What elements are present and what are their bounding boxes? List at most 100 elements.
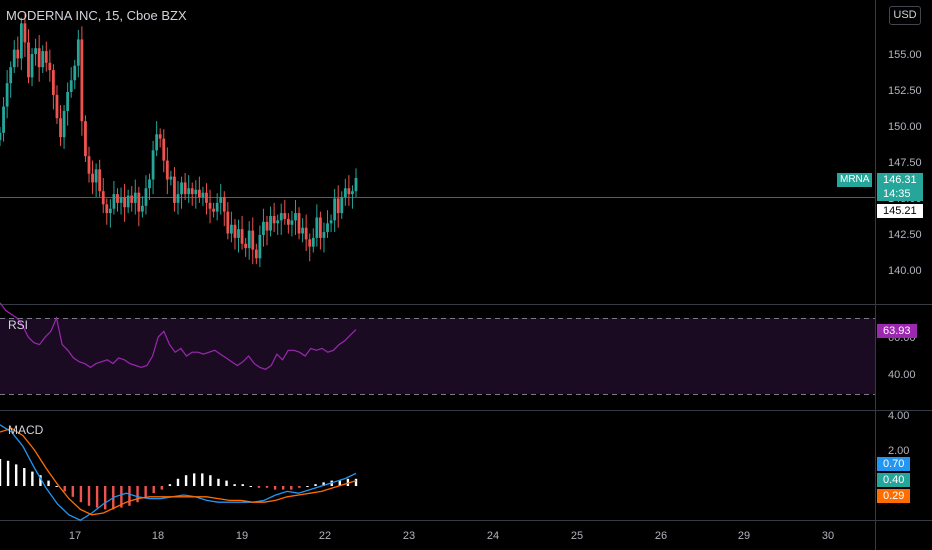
candle-body	[269, 216, 272, 231]
candle-body	[333, 198, 337, 221]
candle-body	[262, 221, 265, 235]
candle-body	[294, 213, 297, 221]
candle-body	[354, 177, 358, 192]
candle-body	[336, 198, 340, 214]
candle-body	[183, 182, 187, 195]
candle-body	[187, 188, 191, 195]
time-axis-tick: 22	[318, 530, 332, 542]
macd-histogram-bar	[144, 486, 147, 499]
candle-body	[205, 192, 208, 203]
macd-histogram-bar	[23, 468, 26, 486]
candle-body	[279, 213, 283, 221]
candle-body	[201, 192, 205, 198]
last-price-tag: 146.31 14:35	[877, 173, 923, 201]
rsi-axis-40: 40.00	[888, 369, 916, 381]
candle-body	[194, 189, 198, 195]
candle-body	[343, 188, 347, 198]
candle-body	[301, 227, 304, 234]
candle-body	[48, 62, 52, 71]
candle-body	[258, 234, 262, 259]
price-axis-tick: 150.00	[888, 121, 922, 133]
price-axis-tick: 142.50	[888, 229, 922, 241]
candle-body	[27, 42, 30, 78]
time-axis-tick: 25	[570, 530, 584, 542]
signal-line	[0, 427, 357, 516]
macd-histogram-bar	[184, 475, 188, 486]
last-price: 146.31	[883, 174, 917, 186]
rsi-label[interactable]: RSI	[8, 318, 29, 332]
candle-body	[351, 191, 354, 195]
macd-histogram-bar	[290, 486, 293, 490]
currency-button[interactable]: USD	[889, 6, 921, 25]
candle-body	[69, 80, 73, 92]
candle-body	[12, 49, 16, 68]
macd-histogram-bar	[71, 486, 75, 497]
candle-body	[23, 23, 27, 43]
candle-body	[112, 194, 116, 209]
price-axis-tick: 140.00	[888, 265, 922, 277]
candle-body	[276, 220, 280, 224]
macd-histogram-bar	[120, 486, 123, 508]
macd-histogram-bar	[201, 473, 204, 486]
macd-histogram-bar	[265, 486, 269, 488]
candlestick-series	[0, 13, 358, 268]
candle-body	[311, 237, 315, 247]
candle-body	[215, 202, 219, 212]
macd-line	[0, 424, 357, 521]
macd-histogram-bar	[0, 459, 2, 486]
candle-body	[62, 110, 66, 138]
rsi-band	[0, 318, 875, 394]
candle-body	[190, 188, 194, 195]
macd-histogram-bar	[241, 484, 244, 486]
candle-body	[173, 176, 176, 203]
macd-histogram-bar	[338, 480, 342, 486]
candle-body	[133, 192, 137, 203]
candle-body	[247, 230, 251, 249]
candle-body	[144, 188, 148, 206]
candle-body	[212, 208, 215, 212]
time-axis-tick: 24	[486, 530, 500, 542]
candle-body	[251, 230, 255, 250]
candle-body	[219, 197, 223, 203]
candle-body	[226, 211, 230, 234]
candle-body	[119, 197, 123, 203]
symbol-title[interactable]: MODERNA INC, 15, Cboe BZX	[6, 8, 187, 23]
candle-body	[34, 48, 37, 55]
candle-body	[329, 220, 333, 224]
time-axis-tick: 29	[737, 530, 751, 542]
macd-histogram-bar	[168, 484, 172, 486]
candle-body	[0, 132, 2, 141]
price-axis-tick: 147.50	[888, 157, 922, 169]
candle-body	[272, 216, 276, 224]
candle-body	[208, 202, 212, 209]
bar-countdown: 14:35	[883, 188, 911, 200]
candle-body	[80, 39, 84, 122]
candle-body	[16, 49, 20, 59]
histogram-value-tag: 0.40	[877, 473, 911, 487]
candle-body	[91, 173, 94, 183]
time-axis-tick: 17	[68, 530, 82, 542]
macd-label[interactable]: MACD	[8, 423, 44, 437]
candle-body	[98, 169, 102, 192]
candle-body	[19, 23, 23, 59]
candle-body	[108, 208, 112, 214]
macd-histogram-bar	[298, 486, 301, 488]
candle-body	[52, 70, 55, 95]
candle-body	[158, 134, 162, 139]
macd-histogram-bar	[273, 486, 277, 490]
macd-histogram-bar	[95, 486, 99, 508]
candle-body	[5, 83, 9, 107]
macd-histogram-bar	[346, 478, 350, 486]
candle-body	[155, 134, 159, 151]
macd-histogram-bar	[192, 473, 196, 486]
macd-histogram-bar	[249, 486, 253, 487]
macd-histogram-bar	[128, 486, 131, 506]
candle-body	[148, 179, 151, 189]
candle-body	[244, 243, 248, 249]
candle-body	[105, 204, 109, 214]
macd-histogram-bar	[31, 471, 34, 486]
rsi-series	[0, 302, 357, 370]
macd-histogram-bar	[87, 486, 91, 506]
